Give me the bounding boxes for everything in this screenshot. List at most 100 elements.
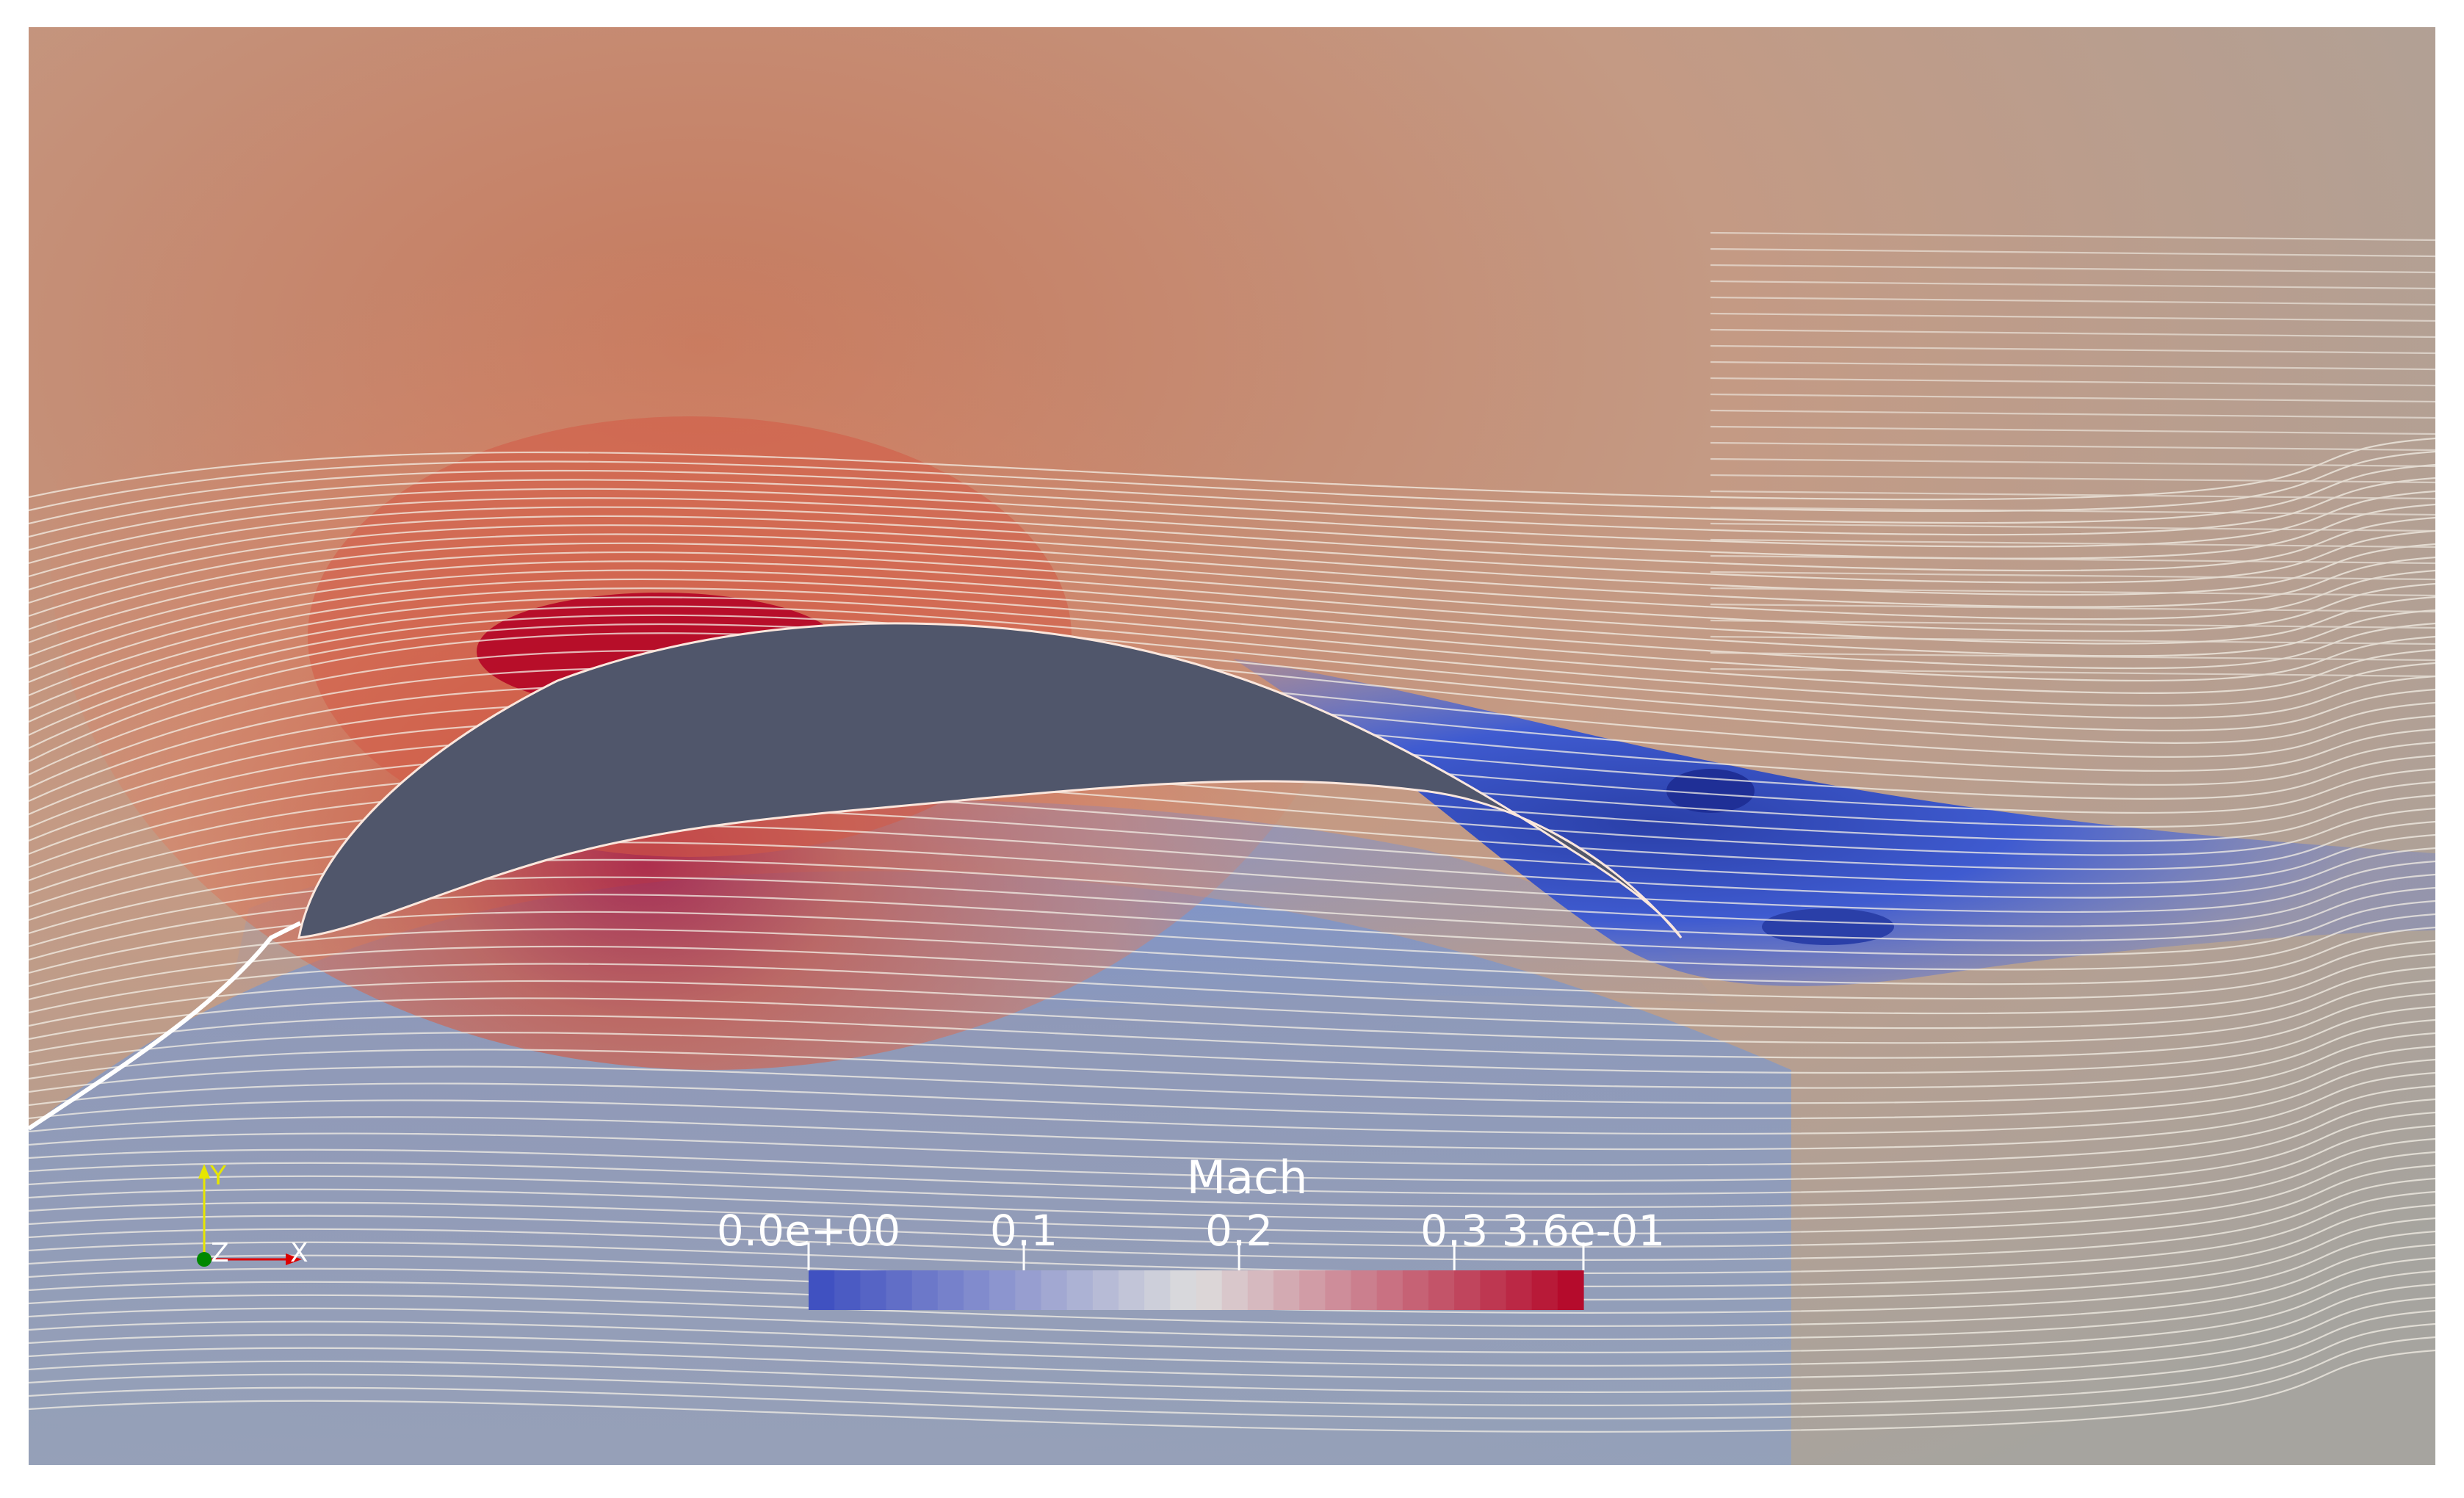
streamline (1710, 474, 2435, 484)
streamline (29, 524, 2435, 604)
streamline (1710, 506, 2435, 516)
colorbar-segment (886, 1270, 913, 1310)
streamline (29, 1349, 2435, 1433)
streamline (1710, 247, 2435, 258)
streamline (29, 1164, 2435, 1248)
streamline (29, 497, 2435, 565)
streamline (1710, 571, 2435, 581)
streamline (29, 614, 2435, 736)
colorbar-segment (1325, 1270, 1352, 1310)
streamline (29, 1124, 2435, 1208)
streamline (29, 952, 2435, 1015)
y-axis-label: Y (210, 1161, 226, 1191)
colorbar-segment (1299, 1270, 1326, 1310)
colorbar-segment (1428, 1270, 1455, 1310)
colorbar-segment (1531, 1270, 1558, 1310)
streamline (29, 719, 2435, 829)
streamline (1710, 264, 2435, 274)
streamline (29, 979, 2435, 1044)
streamline (1710, 312, 2435, 322)
streamline (29, 488, 2435, 551)
streamline (29, 1032, 2435, 1104)
streamline (1710, 635, 2435, 645)
colorbar-segment (1273, 1270, 1300, 1310)
x-axis-label: X (290, 1238, 308, 1268)
streamline (1710, 296, 2435, 306)
streamline (29, 463, 2435, 525)
render-viewport[interactable]: Mach 0.0e+00 0.1 0.2 0.3 3.6e-01 Y Z X (29, 27, 2435, 1465)
colorbar-tick-label: 0.3 (1420, 1206, 1489, 1256)
colorbar-segment (1506, 1270, 1533, 1310)
streamline (29, 1296, 2435, 1380)
annotation-overlay (197, 1164, 1585, 1310)
streamline (29, 1309, 2435, 1393)
colorbar-segment (1402, 1270, 1429, 1310)
streamline (1710, 667, 2435, 678)
streamline (1710, 409, 2435, 419)
streamline (29, 533, 2435, 618)
streamline (29, 578, 2435, 684)
orientation-axes-triad (197, 1164, 302, 1267)
streamline (29, 1137, 2435, 1221)
streamline (29, 1322, 2435, 1406)
colorbar-title: Mach (1186, 1151, 1308, 1204)
streamline (29, 1005, 2435, 1074)
streamline (1710, 441, 2435, 452)
streamline (29, 1018, 2435, 1089)
colorbar-tick-label: 0.1 (989, 1206, 1058, 1256)
streamline (29, 1230, 2435, 1314)
streamline (29, 560, 2435, 657)
streamline (29, 437, 2435, 501)
colorbar-segment (1351, 1270, 1378, 1310)
flow-field-scene (29, 27, 2435, 1465)
streamline (29, 450, 2435, 513)
streamline (29, 1111, 2435, 1195)
streamline (29, 1058, 2435, 1135)
colorbar-segment (860, 1270, 887, 1310)
streamline (29, 894, 2435, 961)
streamline (29, 939, 2435, 1001)
streamline (1710, 361, 2435, 371)
streamline (29, 1177, 2435, 1261)
streamline (29, 1098, 2435, 1182)
colorbar-segment (1454, 1270, 1481, 1310)
streamline (1710, 344, 2435, 355)
streamline (29, 515, 2435, 591)
colorbar-segment (1092, 1270, 1119, 1310)
streamline (29, 632, 2435, 762)
streamline (1710, 522, 2435, 532)
streamline (29, 667, 2435, 789)
streamline (29, 1071, 2435, 1151)
streamline (29, 911, 2435, 974)
streamline (29, 684, 2435, 803)
streamline (29, 1336, 2435, 1419)
colorbar-segment (1119, 1270, 1145, 1310)
colorbar-tick-label: 0.2 (1204, 1206, 1273, 1256)
streamline (29, 596, 2435, 710)
streamline (29, 587, 2435, 697)
streamline (29, 623, 2435, 749)
streamline (1710, 651, 2435, 662)
colorbar-segment (1557, 1270, 1584, 1310)
y-axis-arrowhead (198, 1164, 210, 1179)
colorbar-segment (989, 1270, 1016, 1310)
streamline (29, 702, 2435, 816)
streamline (1710, 328, 2435, 339)
x-axis-arrowhead (286, 1253, 302, 1265)
colorbar-segment (1066, 1270, 1094, 1310)
z-axis-dot (197, 1252, 212, 1267)
colorbar-segment (1480, 1270, 1507, 1310)
streamline (1710, 603, 2435, 613)
streamline (1710, 377, 2435, 387)
streamline (29, 966, 2435, 1030)
streamline (29, 926, 2435, 988)
z-axis-label: Z (211, 1238, 229, 1268)
colorbar-segment (964, 1270, 990, 1310)
colorbar-tick-label: 0.0e+00 (716, 1206, 901, 1256)
streamline (29, 1270, 2435, 1353)
streamline (29, 649, 2435, 775)
colorbar-bar (809, 1270, 1584, 1310)
colorbar-segment (1221, 1270, 1249, 1310)
colorbar-tick-marks (807, 1242, 1585, 1270)
colorbar-segment (1144, 1270, 1171, 1310)
